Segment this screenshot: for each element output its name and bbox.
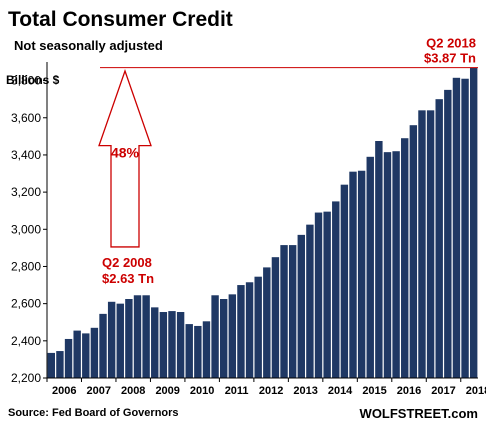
bar-q2-2009	[159, 312, 168, 378]
y-tick-label: 3,000	[11, 222, 41, 236]
bar-q1-2007	[82, 333, 90, 378]
x-tick-label: 2009	[155, 385, 179, 397]
peak-label-value: $3.87 Tn	[424, 51, 476, 66]
bar-q3-2011	[237, 285, 245, 378]
bar-q3-2010	[202, 321, 211, 378]
bar-q1-2011	[220, 299, 228, 378]
bar-q2-2018	[469, 67, 478, 378]
bar-q2-2015	[366, 156, 374, 378]
bar-q1-2014	[323, 211, 331, 378]
bar-q4-2009	[176, 312, 185, 378]
bar-q4-2017	[452, 77, 461, 379]
bar-q2-2007	[90, 327, 99, 378]
x-tick-label: 2018	[466, 385, 486, 397]
bar-q4-2010	[211, 295, 219, 378]
bar-q1-2009	[151, 307, 159, 378]
bar-q2-2016	[401, 138, 409, 378]
x-tick-label: 2007	[86, 385, 110, 397]
y-axis-label: Billions $	[6, 73, 60, 87]
x-tick-label: 2015	[362, 385, 386, 397]
x-axis-ticks: 2006 2007 2008 2009 2010 2011 2012 2013 2014 2015…	[46, 378, 486, 397]
bar-q1-2006	[47, 352, 56, 378]
bar-q2-2017	[435, 99, 443, 379]
bar-q2-2011	[228, 294, 237, 378]
y-tick-label: 2,400	[11, 334, 41, 348]
bar-q2-2013	[297, 234, 305, 378]
x-tick-label: 2012	[259, 385, 283, 397]
bar-q3-2012	[271, 257, 280, 378]
y-axis-ticks: 2,200 2,400 2,600 2,800 3,000 3,200 3,400 3,600…	[11, 74, 47, 385]
bar-q4-2016	[418, 110, 426, 378]
y-tick-label: 3,600	[11, 111, 41, 125]
bar-q3-2008	[133, 295, 142, 378]
bar-q3-2017	[444, 89, 452, 378]
growth-arrow-icon	[98, 69, 152, 248]
bar-q2-2010	[194, 325, 202, 378]
bar-q2-2008	[125, 299, 133, 378]
bar-q4-2011	[245, 282, 254, 378]
bar-q1-2008	[116, 303, 124, 378]
bar-q1-2012	[254, 276, 262, 378]
x-tick-label: 2014	[328, 385, 353, 397]
y-tick-label: 3,800	[11, 74, 41, 88]
bar-q1-2018	[461, 78, 469, 378]
bar-q2-2006	[56, 351, 64, 378]
bar-q4-2008	[142, 295, 150, 378]
start-label-period: Q2 2008	[102, 255, 152, 270]
bar-q4-2015	[383, 152, 392, 378]
y-tick-label: 3,200	[11, 185, 41, 199]
bar-q2-2014	[332, 201, 340, 378]
x-tick-label: 2010	[190, 385, 214, 397]
bar-q3-2009	[168, 311, 176, 378]
x-tick-label: 2006	[52, 385, 76, 397]
y-tick-label: 2,800	[11, 259, 41, 273]
bar-q3-2014	[340, 184, 349, 378]
y-tick-label: 3,400	[11, 148, 41, 162]
bar-q4-2012	[280, 245, 288, 378]
bar-q2-2012	[263, 267, 271, 378]
bar-q1-2015	[357, 170, 366, 378]
bar-q4-2014	[349, 171, 357, 378]
bar-q3-2015	[375, 141, 383, 378]
bar-q1-2017	[426, 110, 435, 378]
x-tick-label: 2008	[121, 385, 145, 397]
x-tick-label: 2016	[397, 385, 421, 397]
bar-q1-2016	[392, 151, 400, 378]
y-tick-label: 2,600	[11, 297, 41, 311]
bar-q1-2010	[185, 324, 193, 378]
bar-q4-2006	[73, 330, 81, 378]
y-tick-label: 2,200	[11, 371, 41, 385]
bar-q3-2006	[64, 338, 73, 378]
peak-label-period: Q2 2018	[426, 36, 476, 51]
x-tick-label: 2013	[293, 385, 317, 397]
bar-q3-2013	[306, 224, 314, 378]
brand-watermark: WOLFSTREET.com	[360, 406, 478, 421]
chart-subtitle: Not seasonally adjusted	[14, 38, 163, 53]
bar-q4-2013	[314, 212, 323, 378]
bar-q3-2007	[99, 313, 107, 378]
growth-percent-label: 48%	[111, 145, 140, 161]
bars-group	[47, 67, 478, 379]
x-tick-label: 2017	[431, 385, 455, 397]
chart-title: Total Consumer Credit	[8, 8, 233, 31]
start-label-value: $2.63 Tn	[102, 271, 154, 286]
x-tick-label: 2011	[225, 385, 249, 397]
source-note: Source: Fed Board of Governors	[8, 407, 179, 419]
bar-q4-2007	[107, 301, 116, 378]
bar-q1-2013	[288, 245, 297, 378]
bar-q3-2016	[409, 125, 418, 378]
